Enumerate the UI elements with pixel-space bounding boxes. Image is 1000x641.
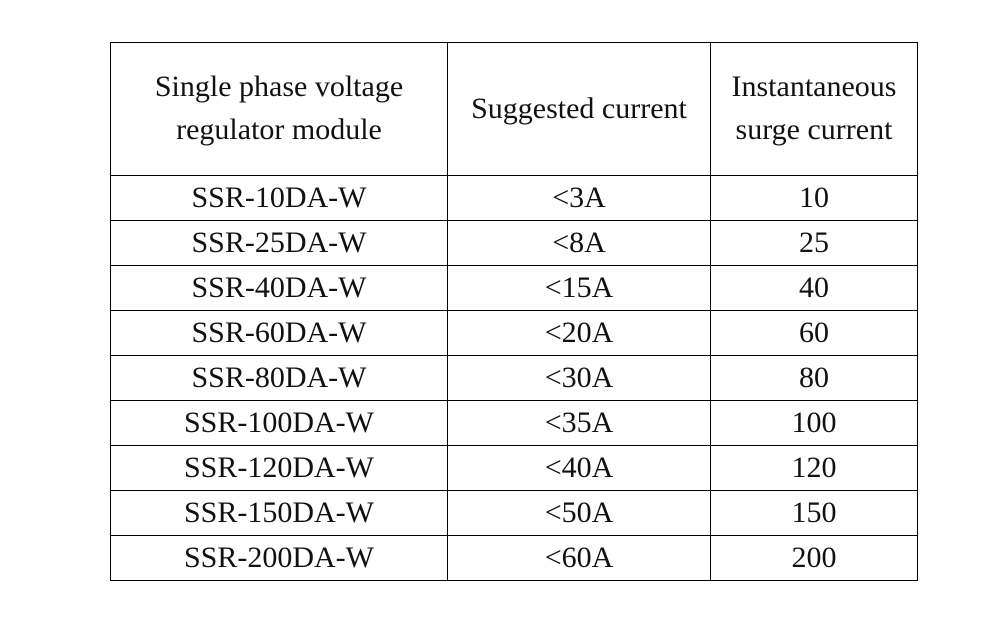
header-text: Instantaneous xyxy=(731,70,897,104)
table-cell: <15A xyxy=(447,265,711,311)
table-cell: SSR-80DA-W xyxy=(110,355,448,401)
header-text: surge current xyxy=(735,113,893,146)
table-cell: SSR-10DA-W xyxy=(110,175,448,221)
table-cell: <8A xyxy=(447,220,711,266)
header-text: Single phase voltage xyxy=(154,70,404,104)
table-row: SSR-25DA-W <8A 25 xyxy=(110,220,918,266)
table-cell: 120 xyxy=(710,445,918,491)
table-cell: <30A xyxy=(447,355,711,401)
table-body: SSR-10DA-W <3A 10 SSR-25DA-W <8A 25 SSR-40DA-W… xyxy=(110,175,918,581)
table-row: SSR-150DA-W <50A 150 xyxy=(110,490,918,536)
table-cell: SSR-200DA-W xyxy=(110,535,448,581)
table-cell: SSR-25DA-W xyxy=(110,220,448,266)
table-cell: 25 xyxy=(710,220,918,266)
table-row: SSR-80DA-W <30A 80 xyxy=(110,355,918,401)
table-row: SSR-120DA-W <40A 120 xyxy=(110,445,918,491)
table-cell: SSR-150DA-W xyxy=(110,490,448,536)
table-row: SSR-200DA-W <60A 200 xyxy=(110,535,918,581)
table-cell: 100 xyxy=(710,400,918,446)
header-cell: Single phase voltage regulator module xyxy=(110,42,448,176)
table-cell: 10 xyxy=(710,175,918,221)
table-cell: 200 xyxy=(710,535,918,581)
table-row: SSR-100DA-W <35A 100 xyxy=(110,400,918,446)
table-cell: <3A xyxy=(447,175,711,221)
table-cell: <40A xyxy=(447,445,711,491)
table-cell: 80 xyxy=(710,355,918,401)
table-cell: <35A xyxy=(447,400,711,446)
table-row: SSR-60DA-W <20A 60 xyxy=(110,310,918,356)
table-row: SSR-10DA-W <3A 10 xyxy=(110,175,918,221)
table-cell: SSR-100DA-W xyxy=(110,400,448,446)
data-table: Single phase voltage regulator module Sugg… xyxy=(110,42,918,581)
table-cell: SSR-120DA-W xyxy=(110,445,448,491)
table-cell: SSR-60DA-W xyxy=(110,310,448,356)
header-text: Suggested current xyxy=(471,91,687,125)
table-cell: <60A xyxy=(447,535,711,581)
table-cell: <50A xyxy=(447,490,711,536)
table-row: SSR-40DA-W <15A 40 xyxy=(110,265,918,311)
table-cell: SSR-40DA-W xyxy=(110,265,448,311)
header-cell: Suggested current xyxy=(447,42,711,176)
table-cell: <20A xyxy=(447,310,711,356)
table-cell: 150 xyxy=(710,490,918,536)
header-cell: Instantaneous surge current xyxy=(710,42,918,176)
header-row: Single phase voltage regulator module Sugg… xyxy=(110,42,918,176)
table-cell: 40 xyxy=(710,265,918,311)
table-cell: 60 xyxy=(710,310,918,356)
header-text: regulator module xyxy=(176,113,382,146)
